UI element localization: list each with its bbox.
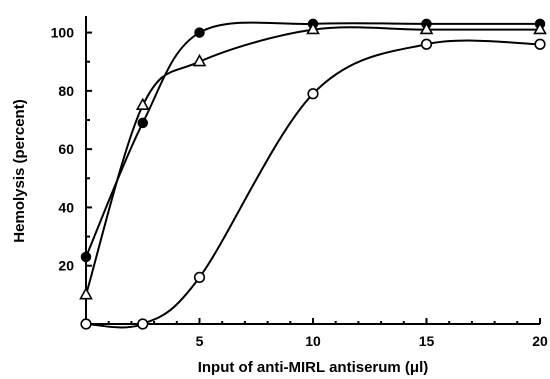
y-tick-label: 40 — [58, 199, 74, 215]
curve-open-circle — [85, 39, 541, 329]
y-tick-label: 80 — [58, 83, 74, 99]
open-circle-point — [193, 271, 206, 283]
curves — [85, 21, 541, 329]
open-triangle-point — [533, 21, 547, 35]
open-circle-point — [137, 318, 149, 330]
open-circle-point — [80, 318, 92, 330]
x-tick-label: 5 — [196, 333, 204, 349]
open-triangle-point — [419, 21, 434, 35]
x-ticks: 5 10 15 20 — [107, 318, 548, 349]
filled-circle-point — [194, 27, 205, 38]
filled-circle-point — [80, 251, 92, 263]
open-triangle-point — [79, 286, 93, 300]
y-ticks: 20 40 60 80 100 — [51, 25, 92, 296]
markers — [79, 18, 547, 330]
open-triangle-point — [192, 53, 207, 67]
x-axis-title: Input of anti-MIRL antiserum (μl) — [198, 359, 429, 376]
x-tick-label: 15 — [419, 333, 435, 349]
open-triangle-point — [306, 21, 320, 35]
open-circle-point — [307, 88, 319, 100]
open-circle-point — [534, 38, 546, 50]
axes: 20 40 60 80 100 5 10 15 20 — [51, 16, 548, 349]
curve-open-triangle — [85, 26, 540, 296]
curve-filled-circle — [85, 21, 540, 258]
x-tick-label: 10 — [305, 333, 321, 349]
open-circle-point — [420, 38, 433, 50]
y-axis-title: Hemolysis (percent) — [11, 99, 28, 242]
filled-circle-point — [137, 117, 148, 129]
y-tick-label: 20 — [58, 258, 74, 274]
x-tick-label: 20 — [532, 333, 548, 349]
y-tick-label: 100 — [51, 25, 75, 41]
y-tick-label: 60 — [58, 141, 74, 157]
open-triangle-point — [135, 97, 150, 111]
